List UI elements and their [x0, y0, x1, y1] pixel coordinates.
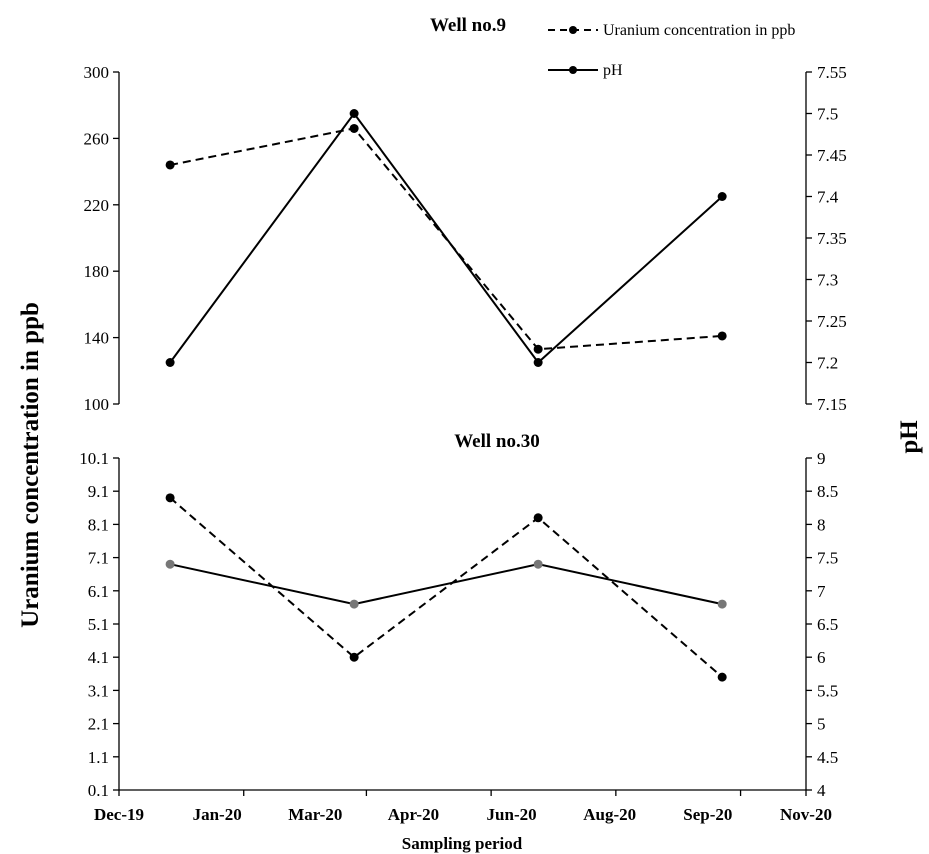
- y-axis-left-title: Uranium concentration in ppb: [17, 302, 44, 628]
- y-right-tick-label: 8: [817, 515, 826, 534]
- y-left-tick-label: 2.1: [88, 715, 109, 734]
- chart-title-well-30: Well no.30: [454, 431, 540, 452]
- series-line-ph: [169, 563, 723, 606]
- y-right-tick-label: 7.3: [817, 271, 838, 290]
- y-left-tick-label: 300: [84, 63, 110, 82]
- data-point-uranium: [717, 331, 727, 341]
- data-point-ph: [533, 358, 543, 367]
- y-left-tick-label: 100: [84, 395, 110, 414]
- y-right-tick-label: 7.4: [817, 188, 839, 207]
- y-right-tick-label: 7.45: [817, 146, 847, 165]
- data-point-ph: [349, 109, 359, 118]
- y-left-tick-label: 3.1: [88, 681, 109, 700]
- data-point-uranium: [165, 160, 175, 170]
- panel-2: 0.1 1.1 2.1 3.1 4.1 5.1 6.1 7.1 8.1 9.1 10.1 4 4.5 5 5…: [79, 449, 838, 800]
- data-point-ph: [165, 358, 175, 367]
- legend-uranium-marker: [569, 26, 577, 34]
- data-point-ph: [717, 599, 727, 609]
- y-right-tick-label: 7.35: [817, 229, 847, 248]
- y-right-tick-label: 7.5: [817, 549, 838, 568]
- data-point-uranium: [349, 123, 359, 133]
- y-right-tick-label: 7.15: [817, 395, 847, 414]
- x-tick-label: Mar-20: [288, 805, 342, 824]
- legend-uranium-label: Uranium concentration in ppb: [603, 22, 795, 39]
- y-left-tick-label: 1.1: [88, 748, 109, 767]
- y-left-tick-label: 5.1: [88, 615, 109, 634]
- series-line-ph: [169, 111, 723, 364]
- x-tick-label: Apr-20: [388, 805, 439, 824]
- y-left-tick-label: 10.1: [79, 449, 109, 468]
- data-point-uranium: [533, 513, 543, 523]
- panel-1: 100 140 180 220 260 300 7.15 7.2 7.25 7.3 7.35 7.4 7…: [84, 63, 847, 414]
- data-point-ph: [533, 559, 543, 569]
- y-left-tick-label: 180: [84, 262, 110, 281]
- data-point-uranium: [165, 493, 175, 503]
- y-right-tick-label: 7: [817, 582, 826, 601]
- plots: 1001401802202603007.157.27.257.37.357.47…: [79, 63, 847, 824]
- legend: Uranium concentration in ppb pH: [548, 22, 795, 79]
- legend-ph-label: pH: [603, 62, 623, 79]
- y-left-tick-label: 4.1: [88, 648, 109, 667]
- x-tick-label: Dec-19: [94, 805, 144, 824]
- y-right-tick-label: 8.5: [817, 482, 838, 501]
- legend-ph-marker: [569, 66, 577, 74]
- x-axis-title: Sampling period: [402, 834, 523, 853]
- y-right-tick-label: 7.55: [817, 63, 847, 82]
- data-point-ph: [349, 599, 359, 609]
- y-left-tick-label: 6.1: [88, 582, 109, 601]
- y-right-tick-label: 4.5: [817, 748, 838, 767]
- x-tick-label: Sep-20: [683, 805, 732, 824]
- y-right-tick-label: 7.2: [817, 354, 838, 373]
- y-left-tick-label: 140: [84, 329, 110, 348]
- y-right-tick-label: 5: [817, 715, 826, 734]
- x-tick-label: Nov-20: [780, 805, 832, 824]
- y-left-tick-label: 8.1: [88, 515, 109, 534]
- x-tick-label: Jan-20: [193, 805, 242, 824]
- y-left-tick-label: 260: [84, 129, 110, 148]
- y-left-tick-label: 220: [84, 196, 110, 215]
- y-right-tick-label: 9: [817, 449, 826, 468]
- chart-title-well-9: Well no.9: [430, 15, 506, 36]
- y-right-tick-label: 4: [817, 781, 826, 800]
- y-axis-right-title: pH: [896, 420, 923, 454]
- y-right-tick-label: 5.5: [817, 681, 838, 700]
- data-point-uranium: [349, 652, 359, 662]
- y-right-tick-label: 6.5: [817, 615, 838, 634]
- y-right-tick-label: 7.25: [817, 312, 847, 331]
- y-left-tick-label: 9.1: [88, 482, 109, 501]
- x-axis-ticks: Dec-19 Jan-20 Mar-20 Apr-20 Jun-20 Aug-20 Sep-…: [94, 790, 832, 824]
- data-point-ph: [165, 559, 175, 569]
- data-point-uranium: [533, 344, 543, 354]
- y-left-tick-label: 0.1: [88, 781, 109, 800]
- y-left-tick-label: 7.1: [88, 549, 109, 568]
- x-tick-label: Jun-20: [487, 805, 537, 824]
- x-tick-label: Aug-20: [583, 805, 636, 824]
- series-line-uranium: [169, 497, 723, 678]
- y-right-tick-label: 7.5: [817, 105, 838, 124]
- data-point-ph: [717, 192, 727, 201]
- y-right-tick-label: 6: [817, 648, 826, 667]
- data-point-uranium: [717, 672, 727, 682]
